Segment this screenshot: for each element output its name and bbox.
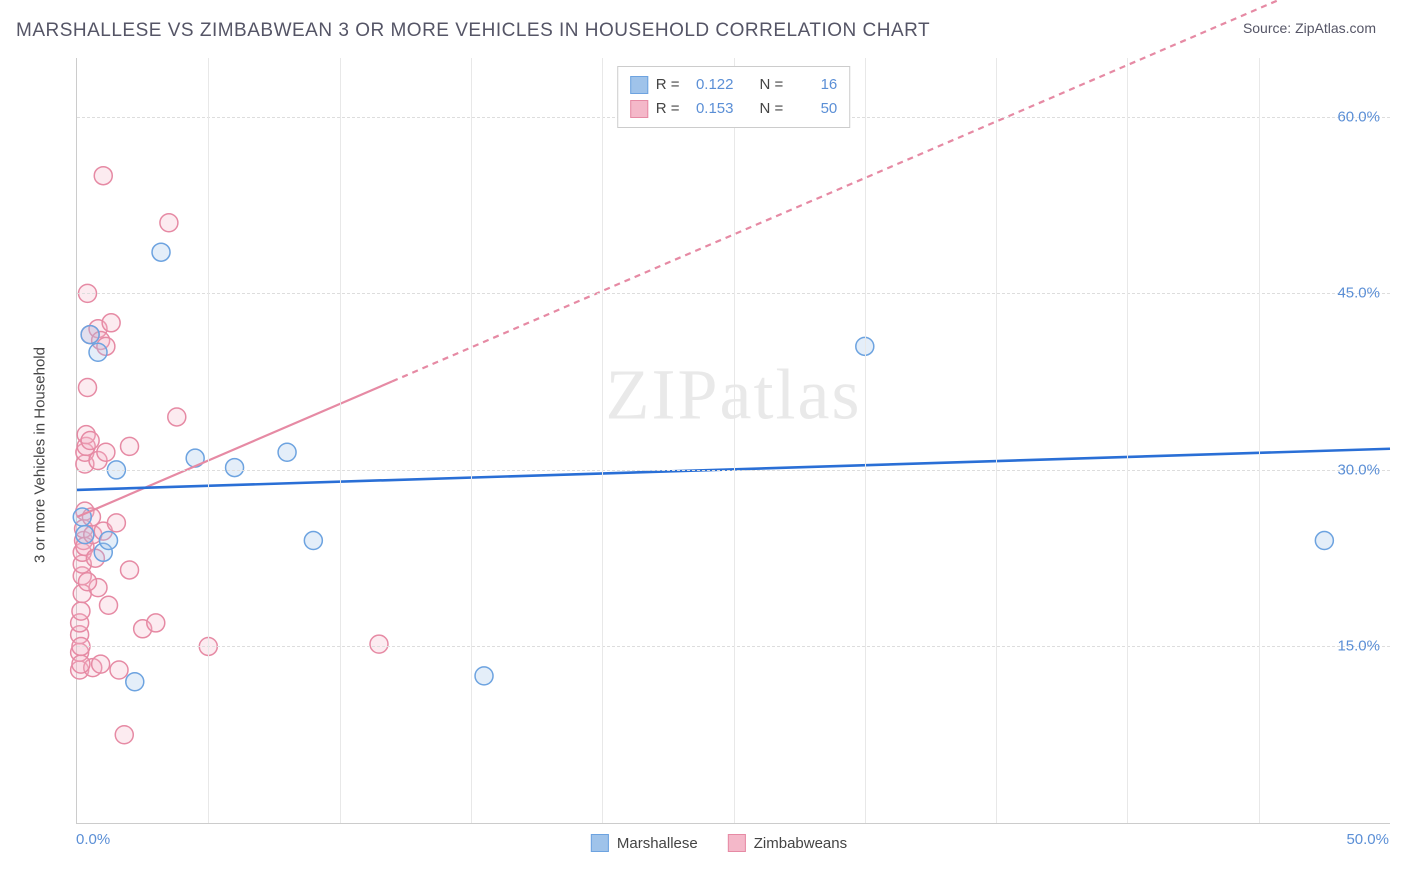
zimbabweans-point [100, 596, 118, 614]
y-tick-label: 30.0% [1337, 461, 1380, 478]
r-label: R = [656, 97, 680, 121]
swatch-marshallese [630, 76, 648, 94]
marshallese-point [100, 532, 118, 550]
zimbabweans-point [121, 561, 139, 579]
swatch-zimbabweans [728, 834, 746, 852]
n-value-zimbabweans: 50 [791, 97, 837, 121]
swatch-marshallese [591, 834, 609, 852]
marshallese-point [278, 443, 296, 461]
marshallese-point [152, 243, 170, 261]
legend-label-marshallese: Marshallese [617, 835, 698, 852]
source-attribution: Source: ZipAtlas.com [1243, 20, 1376, 36]
chart-title: MARSHALLESE VS ZIMBABWEAN 3 OR MORE VEHI… [16, 20, 930, 42]
zimbabweans-trend-dashed [392, 0, 1390, 381]
zimbabweans-point [115, 726, 133, 744]
marshallese-point [81, 326, 99, 344]
n-label: N = [760, 73, 784, 97]
marshallese-point [1315, 532, 1333, 550]
legend-label-zimbabweans: Zimbabweans [754, 835, 847, 852]
zimbabweans-point [72, 602, 90, 620]
zimbabweans-point [81, 432, 99, 450]
legend-row-zimbabweans: R = 0.153 N = 50 [630, 97, 838, 121]
zimbabweans-point [107, 514, 125, 532]
y-tick-label: 60.0% [1337, 108, 1380, 125]
zimbabweans-point [160, 214, 178, 232]
zimbabweans-point [72, 655, 90, 673]
zimbabweans-point [121, 437, 139, 455]
source-prefix: Source: [1243, 20, 1295, 36]
n-label: N = [760, 97, 784, 121]
marshallese-point [76, 526, 94, 544]
zimbabweans-point [370, 635, 388, 653]
correlation-legend: R = 0.122 N = 16 R = 0.153 N = 50 [617, 66, 851, 128]
r-value-marshallese: 0.122 [688, 73, 734, 97]
marshallese-point [73, 508, 91, 526]
y-axis-label: 3 or more Vehicles in Household [32, 347, 49, 563]
marshallese-point [89, 343, 107, 361]
zimbabweans-point [147, 614, 165, 632]
x-tick-label: 0.0% [76, 831, 110, 848]
zimbabweans-point [168, 408, 186, 426]
chart-container: 3 or more Vehicles in Household ZIPatlas… [48, 58, 1390, 852]
y-tick-label: 15.0% [1337, 638, 1380, 655]
marshallese-point [226, 459, 244, 477]
marshallese-point [126, 673, 144, 691]
zimbabweans-point [110, 661, 128, 679]
zimbabweans-point [92, 655, 110, 673]
swatch-zimbabweans [630, 100, 648, 118]
zimbabweans-point [79, 379, 97, 397]
marshallese-point [475, 667, 493, 685]
r-label: R = [656, 73, 680, 97]
legend-item-zimbabweans: Zimbabweans [728, 834, 847, 852]
source-name: ZipAtlas.com [1295, 20, 1376, 36]
marshallese-point [304, 532, 322, 550]
zimbabweans-point [102, 314, 120, 332]
plot-area: ZIPatlas R = 0.122 N = 16 R = 0.153 N = … [76, 58, 1390, 824]
series-legend: Marshallese Zimbabweans [591, 834, 847, 852]
zimbabweans-point [97, 443, 115, 461]
legend-item-marshallese: Marshallese [591, 834, 698, 852]
n-value-marshallese: 16 [791, 73, 837, 97]
x-tick-label: 50.0% [1346, 831, 1389, 848]
r-value-zimbabweans: 0.153 [688, 97, 734, 121]
y-tick-label: 45.0% [1337, 285, 1380, 302]
zimbabweans-point [94, 167, 112, 185]
zimbabweans-point [79, 573, 97, 591]
legend-row-marshallese: R = 0.122 N = 16 [630, 73, 838, 97]
